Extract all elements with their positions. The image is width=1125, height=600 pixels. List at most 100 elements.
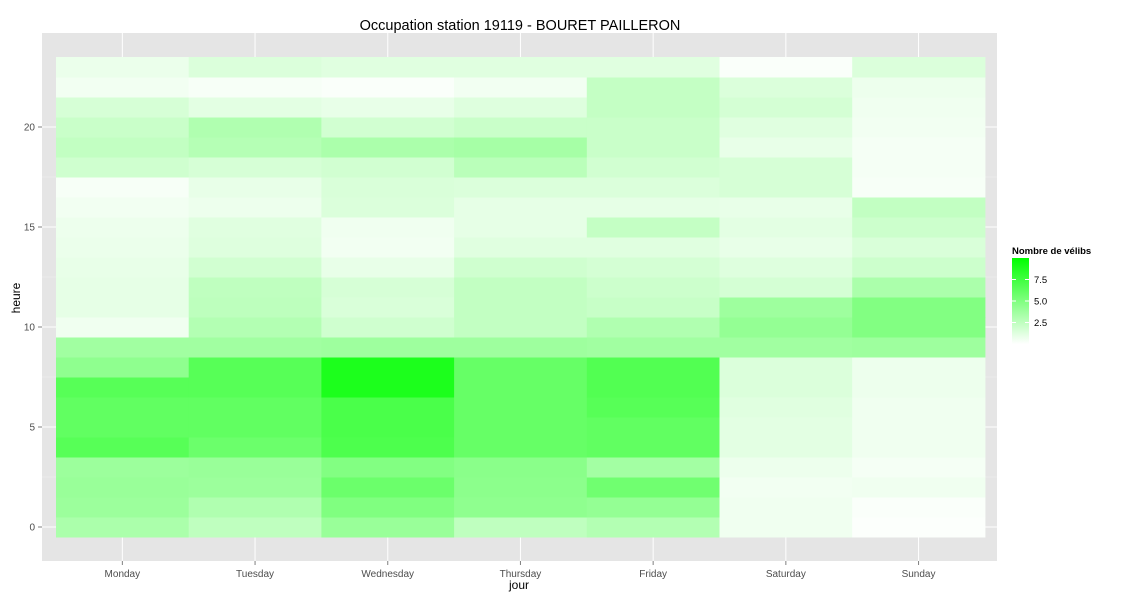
heatmap-cell: [719, 137, 853, 158]
heatmap-cell: [719, 297, 853, 318]
heatmap-cell: [454, 437, 588, 458]
heatmap-cell: [188, 277, 322, 298]
heatmap-cell: [454, 137, 588, 158]
heatmap-cell: [56, 357, 190, 378]
heatmap-cell: [56, 397, 190, 418]
heatmap-cell: [188, 457, 322, 478]
heatmap-cell: [454, 337, 588, 358]
heatmap-cell: [321, 437, 455, 458]
heatmap-cell: [454, 457, 588, 478]
heatmap-cell: [188, 57, 322, 78]
heatmap-cell: [719, 497, 853, 518]
heatmap-cell: [454, 57, 588, 78]
legend-title: Nombre de vélibs: [1012, 246, 1091, 257]
heatmap-cell: [454, 357, 588, 378]
heatmap-cell: [188, 517, 322, 538]
legend-tick-label: 7.5: [1034, 275, 1047, 286]
heatmap-cells: [56, 57, 986, 538]
x-axis-label: jour: [508, 578, 529, 592]
heatmap-cell: [719, 217, 853, 238]
heatmap-cell: [586, 317, 720, 338]
heatmap-cell: [188, 497, 322, 518]
heatmap-cell: [321, 217, 455, 238]
heatmap-cell: [852, 217, 986, 238]
heatmap-cell: [188, 417, 322, 438]
heatmap-cell: [188, 437, 322, 458]
heatmap-cell: [852, 277, 986, 298]
heatmap-cell: [188, 157, 322, 178]
heatmap-cell: [188, 337, 322, 358]
heatmap-cell: [586, 137, 720, 158]
heatmap-cell: [454, 417, 588, 438]
heatmap-cell: [852, 157, 986, 178]
heatmap-cell: [188, 377, 322, 398]
heatmap-cell: [454, 397, 588, 418]
y-tick-label: 5: [29, 423, 35, 434]
heatmap-cell: [454, 217, 588, 238]
heatmap-cell: [321, 377, 455, 398]
heatmap-cell: [454, 497, 588, 518]
heatmap-cell: [586, 517, 720, 538]
heatmap-cell: [188, 297, 322, 318]
heatmap-cell: [852, 97, 986, 118]
heatmap-cell: [188, 317, 322, 338]
heatmap-cell: [321, 517, 455, 538]
heatmap-cell: [719, 257, 853, 278]
heatmap-cell: [852, 477, 986, 498]
heatmap-cell: [454, 377, 588, 398]
heatmap-cell: [454, 197, 588, 218]
heatmap-cell: [719, 397, 853, 418]
heatmap-cell: [56, 277, 190, 298]
legend-tick-label: 5.0: [1034, 297, 1047, 308]
heatmap-cell: [188, 97, 322, 118]
heatmap-cell: [454, 297, 588, 318]
y-tick-label: 10: [24, 323, 36, 334]
heatmap-cell: [719, 417, 853, 438]
heatmap-cell: [719, 237, 853, 258]
heatmap-cell: [852, 177, 986, 198]
x-tick-label: Thursday: [500, 569, 542, 580]
heatmap-cell: [321, 417, 455, 438]
heatmap-cell: [454, 117, 588, 138]
heatmap-cell: [188, 117, 322, 138]
heatmap-cell: [586, 477, 720, 498]
heatmap-cell: [586, 197, 720, 218]
heatmap-cell: [56, 77, 190, 98]
heatmap-cell: [454, 517, 588, 538]
heatmap-cell: [188, 137, 322, 158]
heatmap-cell: [321, 477, 455, 498]
heatmap-cell: [321, 137, 455, 158]
heatmap-cell: [454, 317, 588, 338]
x-tick-label: Monday: [105, 569, 141, 580]
heatmap-cell: [586, 57, 720, 78]
heatmap-cell: [56, 97, 190, 118]
heatmap-cell: [852, 237, 986, 258]
heatmap-cell: [321, 397, 455, 418]
x-tick-label: Tuesday: [236, 569, 274, 580]
heatmap-cell: [586, 437, 720, 458]
heatmap-cell: [852, 337, 986, 358]
heatmap-cell: [719, 157, 853, 178]
heatmap-cell: [852, 317, 986, 338]
heatmap-cell: [586, 397, 720, 418]
heatmap-cell: [586, 177, 720, 198]
x-axis: Monday Tuesday Wednesday Thursday Friday Satu…: [105, 561, 936, 580]
heatmap-cell: [56, 517, 190, 538]
heatmap-cell: [321, 57, 455, 78]
heatmap-cell: [719, 277, 853, 298]
heatmap-cell: [852, 377, 986, 398]
heatmap-cell: [321, 257, 455, 278]
heatmap-cell: [188, 77, 322, 98]
heatmap-cell: [719, 437, 853, 458]
heatmap-cell: [852, 137, 986, 158]
heatmap-cell: [321, 177, 455, 198]
legend: Nombre de vélibs 2.5 5.0 7.5: [1012, 246, 1091, 344]
heatmap-cell: [586, 157, 720, 178]
heatmap-cell: [719, 97, 853, 118]
heatmap-cell: [56, 237, 190, 258]
heatmap-cell: [56, 177, 190, 198]
heatmap-cell: [852, 437, 986, 458]
heatmap-cell: [719, 117, 853, 138]
heatmap-cell: [56, 197, 190, 218]
heatmap-cell: [586, 497, 720, 518]
